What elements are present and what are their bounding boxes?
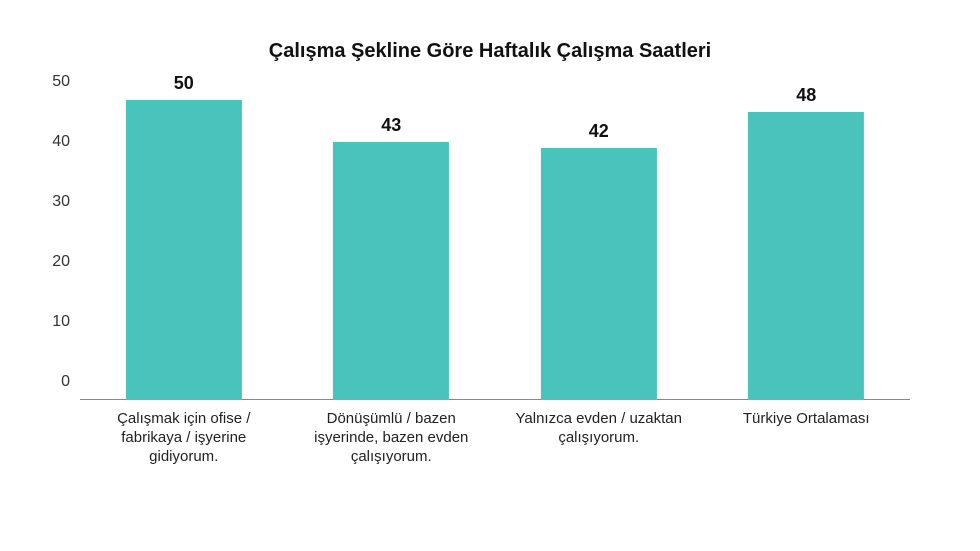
y-tick-label: 20 bbox=[52, 253, 80, 271]
y-tick-label: 30 bbox=[52, 193, 80, 211]
y-tick-label: 40 bbox=[52, 133, 80, 151]
category-label: Türkiye Ortalaması bbox=[708, 410, 905, 429]
y-tick-label: 0 bbox=[61, 373, 80, 391]
bar-slot: 43Dönüşümlü / bazen işyerinde, bazen evd… bbox=[288, 100, 496, 400]
category-label: Yalnızca evden / uzaktan çalışıyorum. bbox=[500, 410, 697, 448]
bar-value-label: 42 bbox=[589, 121, 609, 142]
y-tick-label: 10 bbox=[52, 313, 80, 331]
bar-slot: 50Çalışmak için ofise / fabrikaya / işye… bbox=[80, 100, 288, 400]
category-label: Dönüşümlü / bazen işyerinde, bazen evden… bbox=[293, 410, 490, 466]
bar: 43 bbox=[333, 142, 449, 400]
plot-area: 50Çalışmak için ofise / fabrikaya / işye… bbox=[80, 100, 910, 400]
bar-value-label: 43 bbox=[381, 115, 401, 136]
bar-value-label: 48 bbox=[796, 85, 816, 106]
y-tick-label: 50 bbox=[52, 73, 80, 91]
bar-slot: 42Yalnızca evden / uzaktan çalışıyorum. bbox=[495, 100, 703, 400]
bar: 48 bbox=[748, 112, 864, 400]
category-label: Çalışmak için ofise / fabrikaya / işyeri… bbox=[85, 410, 282, 466]
bar-value-label: 50 bbox=[174, 73, 194, 94]
bar-slot: 48Türkiye Ortalaması bbox=[703, 100, 911, 400]
chart-container: Çalışma Şekline Göre Haftalık Çalışma Sa… bbox=[0, 0, 980, 551]
bar: 50 bbox=[126, 100, 242, 400]
bars-layer: 50Çalışmak için ofise / fabrikaya / işye… bbox=[80, 100, 910, 400]
chart-title: Çalışma Şekline Göre Haftalık Çalışma Sa… bbox=[0, 40, 980, 63]
bar: 42 bbox=[541, 148, 657, 400]
